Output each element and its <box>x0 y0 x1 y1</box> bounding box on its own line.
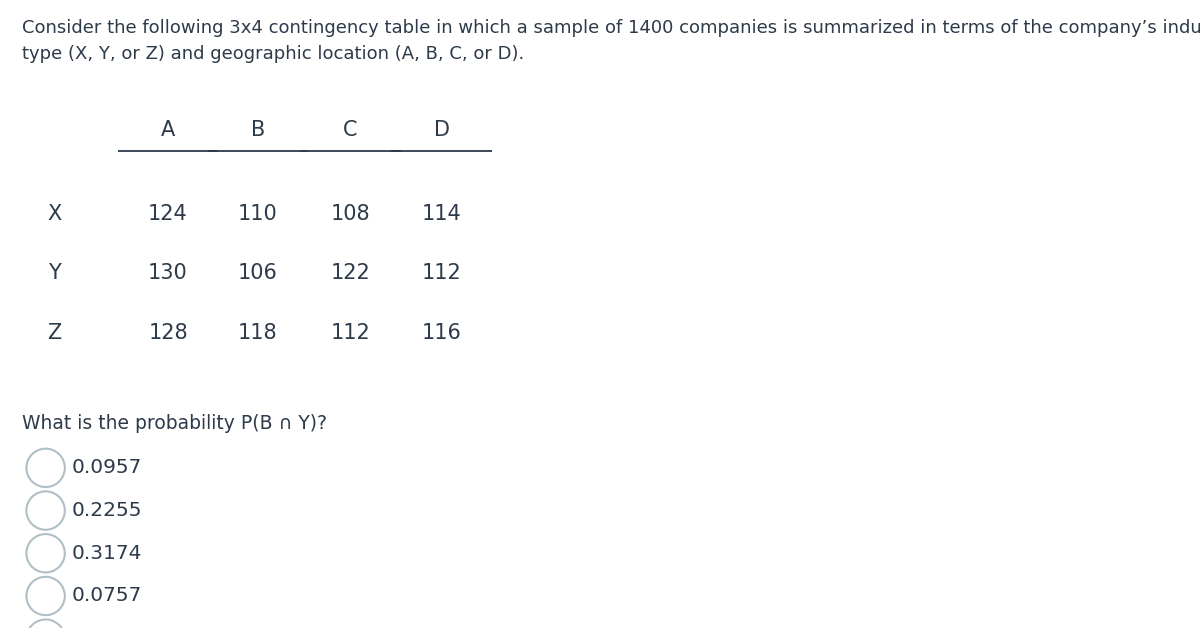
Text: 114: 114 <box>421 203 462 224</box>
Text: 112: 112 <box>330 323 371 343</box>
Text: X: X <box>47 203 61 224</box>
Text: 124: 124 <box>148 203 188 224</box>
Text: 108: 108 <box>330 203 371 224</box>
Text: 106: 106 <box>238 263 278 283</box>
Text: 122: 122 <box>330 263 371 283</box>
Text: 110: 110 <box>238 203 278 224</box>
Text: Y: Y <box>48 263 60 283</box>
Text: A: A <box>161 120 175 140</box>
Text: Consider the following 3x4 contingency table in which a sample of 1400 companies: Consider the following 3x4 contingency t… <box>22 19 1200 63</box>
Text: 0.3174: 0.3174 <box>72 544 143 563</box>
Text: 0.0757: 0.0757 <box>72 587 143 605</box>
Text: C: C <box>343 120 358 140</box>
Text: 0.0957: 0.0957 <box>72 458 143 477</box>
Text: Z: Z <box>47 323 61 343</box>
Text: What is the probability P(B ∩ Y)?: What is the probability P(B ∩ Y)? <box>22 414 326 433</box>
Text: 116: 116 <box>421 323 462 343</box>
Text: 112: 112 <box>421 263 462 283</box>
Text: D: D <box>433 120 450 140</box>
Text: 128: 128 <box>148 323 188 343</box>
Text: 130: 130 <box>148 263 188 283</box>
Text: 118: 118 <box>238 323 278 343</box>
Text: B: B <box>251 120 265 140</box>
Text: 0.2255: 0.2255 <box>72 501 143 520</box>
